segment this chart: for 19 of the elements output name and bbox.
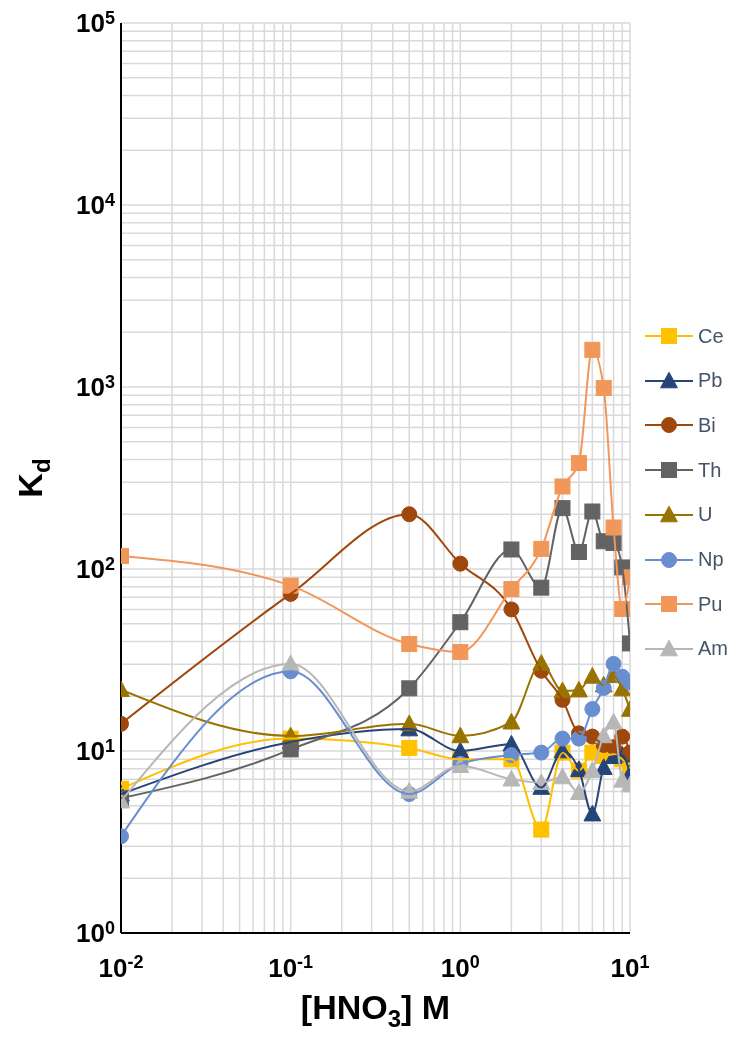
y-tick-label: 10$^{1}$ <box>76 736 115 766</box>
legend-label: Np <box>698 548 724 572</box>
x-tick-label: 10$^{0}$ <box>440 952 480 983</box>
legend-label: Pu <box>698 592 723 616</box>
y-tick-label: 10$^{3}$ <box>76 372 115 402</box>
x-tick-label: 10$^{-1}$ <box>268 952 314 983</box>
legend-label: Bi <box>698 413 716 437</box>
y-tick-label: 10$^{2}$ <box>76 554 115 584</box>
y-tick-label: 10$^{4}$ <box>76 190 115 220</box>
x-tick-label: 10$^{-2}$ <box>98 952 144 983</box>
x-axis-title: [HNO$_{3}$] M <box>300 988 451 1032</box>
y-tick-label: 10$^{0}$ <box>76 918 115 948</box>
legend-label: Pb <box>698 369 723 393</box>
legend-label: Am <box>698 637 728 661</box>
legend-label: Ce <box>698 324 724 348</box>
legend-label: U <box>698 503 713 527</box>
y-tick-label: 10$^{5}$ <box>76 8 115 38</box>
x-tick-label: 10$^{1}$ <box>610 952 650 983</box>
legend-label: Th <box>698 458 722 482</box>
